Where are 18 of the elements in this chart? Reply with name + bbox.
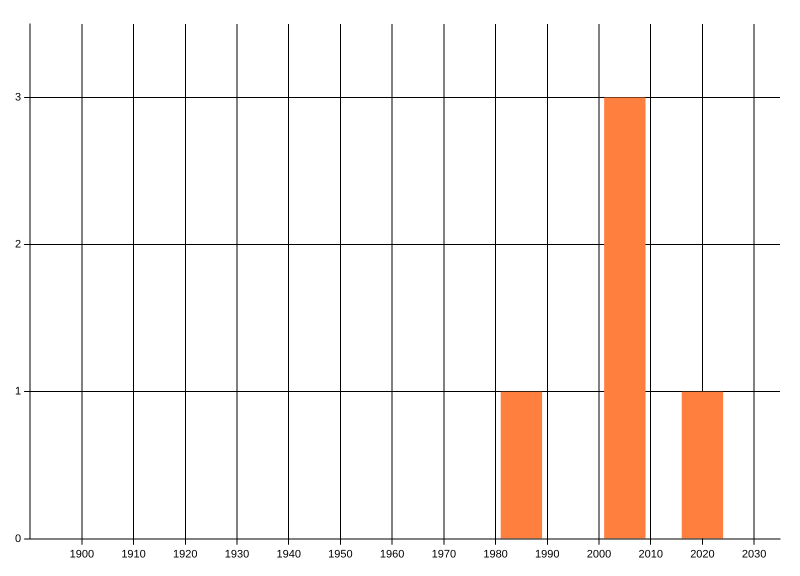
x-tick-label: 1990 — [535, 548, 560, 560]
x-tick-label: 1930 — [224, 548, 250, 560]
x-tick-label: 1940 — [276, 548, 301, 560]
x-tick-label: 1960 — [380, 548, 404, 560]
y-tick-label: 2 — [14, 238, 22, 251]
x-tick-label: 1910 — [121, 548, 146, 560]
y-tick-label: 1 — [14, 386, 22, 398]
x-tick-label: 2000 — [586, 548, 612, 560]
x-tick-label: 2010 — [638, 548, 663, 560]
y-tick-label: 3 — [14, 92, 22, 104]
x-tick-label: 1970 — [432, 548, 456, 560]
y-tick-label: 0 — [14, 532, 22, 545]
x-tick-label: 1900 — [70, 548, 94, 560]
x-tick-label: 1920 — [173, 548, 198, 560]
x-tick-label: 2020 — [690, 548, 715, 560]
x-tick-label: 2030 — [742, 548, 766, 560]
x-tick-label: 1950 — [328, 548, 353, 560]
x-tick-label: 1980 — [483, 548, 508, 560]
